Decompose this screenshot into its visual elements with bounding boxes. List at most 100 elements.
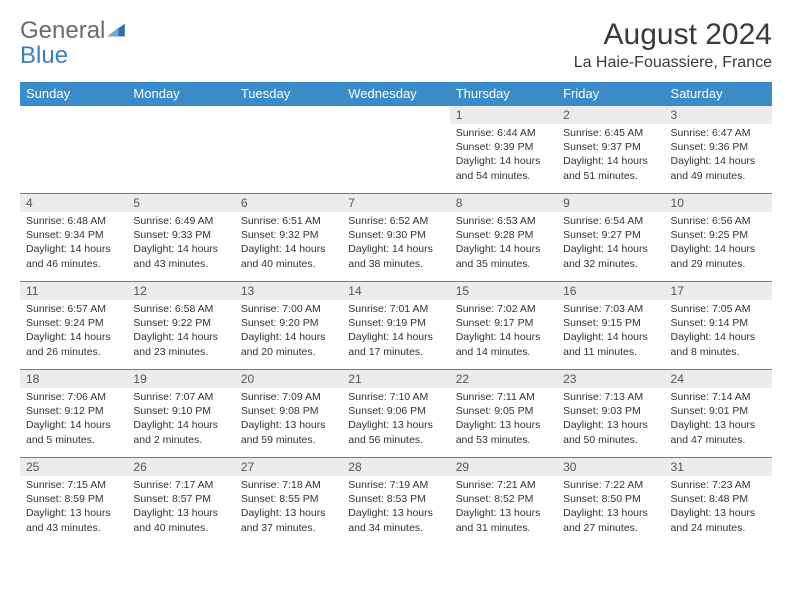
sunset-line: Sunset: 9:22 PM (133, 316, 228, 330)
sunset-line: Sunset: 9:24 PM (26, 316, 121, 330)
sunset-line: Sunset: 9:08 PM (241, 404, 336, 418)
daylight-line: Daylight: 13 hours and 24 minutes. (671, 506, 766, 534)
sunrise-line: Sunrise: 6:52 AM (348, 214, 443, 228)
daylight-line: Daylight: 13 hours and 37 minutes. (241, 506, 336, 534)
day-number: 17 (665, 282, 772, 300)
sunset-line: Sunset: 9:27 PM (563, 228, 658, 242)
sunrise-line: Sunrise: 6:51 AM (241, 214, 336, 228)
sunset-line: Sunset: 8:55 PM (241, 492, 336, 506)
sunset-line: Sunset: 9:30 PM (348, 228, 443, 242)
calendar-day-cell: 8Sunrise: 6:53 AMSunset: 9:28 PMDaylight… (450, 194, 557, 282)
day-details: Sunrise: 6:57 AMSunset: 9:24 PMDaylight:… (20, 300, 127, 363)
day-number: 23 (557, 370, 664, 388)
day-number: 6 (235, 194, 342, 212)
day-details: Sunrise: 7:09 AMSunset: 9:08 PMDaylight:… (235, 388, 342, 451)
day-details: Sunrise: 6:45 AMSunset: 9:37 PMDaylight:… (557, 124, 664, 187)
day-number: 14 (342, 282, 449, 300)
day-details: Sunrise: 7:02 AMSunset: 9:17 PMDaylight:… (450, 300, 557, 363)
day-details: Sunrise: 7:06 AMSunset: 9:12 PMDaylight:… (20, 388, 127, 451)
calendar-day-cell: 23Sunrise: 7:13 AMSunset: 9:03 PMDayligh… (557, 370, 664, 458)
sunset-line: Sunset: 8:50 PM (563, 492, 658, 506)
weekday-header: Friday (557, 82, 664, 106)
sunrise-line: Sunrise: 7:05 AM (671, 302, 766, 316)
calendar-day-cell: 20Sunrise: 7:09 AMSunset: 9:08 PMDayligh… (235, 370, 342, 458)
daylight-line: Daylight: 13 hours and 56 minutes. (348, 418, 443, 446)
day-number: 31 (665, 458, 772, 476)
sunrise-line: Sunrise: 7:06 AM (26, 390, 121, 404)
day-number: 5 (127, 194, 234, 212)
calendar-day-cell: 1Sunrise: 6:44 AMSunset: 9:39 PMDaylight… (450, 106, 557, 194)
day-details: Sunrise: 7:00 AMSunset: 9:20 PMDaylight:… (235, 300, 342, 363)
calendar-body: 1Sunrise: 6:44 AMSunset: 9:39 PMDaylight… (20, 106, 772, 546)
day-details: Sunrise: 6:51 AMSunset: 9:32 PMDaylight:… (235, 212, 342, 275)
day-number: 30 (557, 458, 664, 476)
calendar-day-cell: 21Sunrise: 7:10 AMSunset: 9:06 PMDayligh… (342, 370, 449, 458)
sunrise-line: Sunrise: 6:53 AM (456, 214, 551, 228)
calendar-day-cell: 4Sunrise: 6:48 AMSunset: 9:34 PMDaylight… (20, 194, 127, 282)
day-number: 13 (235, 282, 342, 300)
day-number: 9 (557, 194, 664, 212)
day-details: Sunrise: 7:15 AMSunset: 8:59 PMDaylight:… (20, 476, 127, 539)
sunset-line: Sunset: 9:36 PM (671, 140, 766, 154)
sunset-line: Sunset: 9:39 PM (456, 140, 551, 154)
daylight-line: Daylight: 13 hours and 31 minutes. (456, 506, 551, 534)
month-title: August 2024 (574, 18, 772, 52)
sunrise-line: Sunrise: 7:13 AM (563, 390, 658, 404)
sunset-line: Sunset: 9:05 PM (456, 404, 551, 418)
sunset-line: Sunset: 9:20 PM (241, 316, 336, 330)
sunset-line: Sunset: 9:15 PM (563, 316, 658, 330)
daylight-line: Daylight: 14 hours and 8 minutes. (671, 330, 766, 358)
sunset-line: Sunset: 9:12 PM (26, 404, 121, 418)
daylight-line: Daylight: 13 hours and 53 minutes. (456, 418, 551, 446)
day-details: Sunrise: 6:56 AMSunset: 9:25 PMDaylight:… (665, 212, 772, 275)
sunrise-line: Sunrise: 6:49 AM (133, 214, 228, 228)
sunrise-line: Sunrise: 6:54 AM (563, 214, 658, 228)
day-details: Sunrise: 7:05 AMSunset: 9:14 PMDaylight:… (665, 300, 772, 363)
weekday-header: Wednesday (342, 82, 449, 106)
day-number: 21 (342, 370, 449, 388)
sunrise-line: Sunrise: 6:48 AM (26, 214, 121, 228)
day-details: Sunrise: 7:03 AMSunset: 9:15 PMDaylight:… (557, 300, 664, 363)
calendar-day-cell: 15Sunrise: 7:02 AMSunset: 9:17 PMDayligh… (450, 282, 557, 370)
sunrise-line: Sunrise: 7:14 AM (671, 390, 766, 404)
day-details: Sunrise: 7:23 AMSunset: 8:48 PMDaylight:… (665, 476, 772, 539)
day-details: Sunrise: 7:14 AMSunset: 9:01 PMDaylight:… (665, 388, 772, 451)
sunrise-line: Sunrise: 7:10 AM (348, 390, 443, 404)
day-details: Sunrise: 7:07 AMSunset: 9:10 PMDaylight:… (127, 388, 234, 451)
sunset-line: Sunset: 8:59 PM (26, 492, 121, 506)
calendar-day-cell: 11Sunrise: 6:57 AMSunset: 9:24 PMDayligh… (20, 282, 127, 370)
daylight-line: Daylight: 14 hours and 5 minutes. (26, 418, 121, 446)
title-block: August 2024 La Haie-Fouassiere, France (574, 18, 772, 72)
sunrise-line: Sunrise: 7:07 AM (133, 390, 228, 404)
daylight-line: Daylight: 13 hours and 47 minutes. (671, 418, 766, 446)
day-details: Sunrise: 7:19 AMSunset: 8:53 PMDaylight:… (342, 476, 449, 539)
day-details: Sunrise: 7:21 AMSunset: 8:52 PMDaylight:… (450, 476, 557, 539)
calendar-week-row: 25Sunrise: 7:15 AMSunset: 8:59 PMDayligh… (20, 458, 772, 546)
day-number: 16 (557, 282, 664, 300)
logo-triangle-icon (106, 18, 126, 43)
calendar-day-cell: 3Sunrise: 6:47 AMSunset: 9:36 PMDaylight… (665, 106, 772, 194)
day-number: 24 (665, 370, 772, 388)
calendar-day-cell: 16Sunrise: 7:03 AMSunset: 9:15 PMDayligh… (557, 282, 664, 370)
sunrise-line: Sunrise: 6:58 AM (133, 302, 228, 316)
day-number: 22 (450, 370, 557, 388)
calendar-day-cell: 6Sunrise: 6:51 AMSunset: 9:32 PMDaylight… (235, 194, 342, 282)
day-number: 7 (342, 194, 449, 212)
day-details: Sunrise: 7:10 AMSunset: 9:06 PMDaylight:… (342, 388, 449, 451)
weekday-header: Thursday (450, 82, 557, 106)
calendar-week-row: 11Sunrise: 6:57 AMSunset: 9:24 PMDayligh… (20, 282, 772, 370)
calendar-day-cell: 14Sunrise: 7:01 AMSunset: 9:19 PMDayligh… (342, 282, 449, 370)
sunrise-line: Sunrise: 6:47 AM (671, 126, 766, 140)
day-number: 28 (342, 458, 449, 476)
calendar-day-cell: 7Sunrise: 6:52 AMSunset: 9:30 PMDaylight… (342, 194, 449, 282)
calendar-week-row: 4Sunrise: 6:48 AMSunset: 9:34 PMDaylight… (20, 194, 772, 282)
weekday-header: Tuesday (235, 82, 342, 106)
brand-part2: Blue (20, 42, 68, 69)
day-details: Sunrise: 7:17 AMSunset: 8:57 PMDaylight:… (127, 476, 234, 539)
daylight-line: Daylight: 14 hours and 20 minutes. (241, 330, 336, 358)
sunset-line: Sunset: 8:52 PM (456, 492, 551, 506)
brand-part1: General (20, 17, 105, 44)
sunrise-line: Sunrise: 7:17 AM (133, 478, 228, 492)
sunrise-line: Sunrise: 7:00 AM (241, 302, 336, 316)
day-number: 19 (127, 370, 234, 388)
